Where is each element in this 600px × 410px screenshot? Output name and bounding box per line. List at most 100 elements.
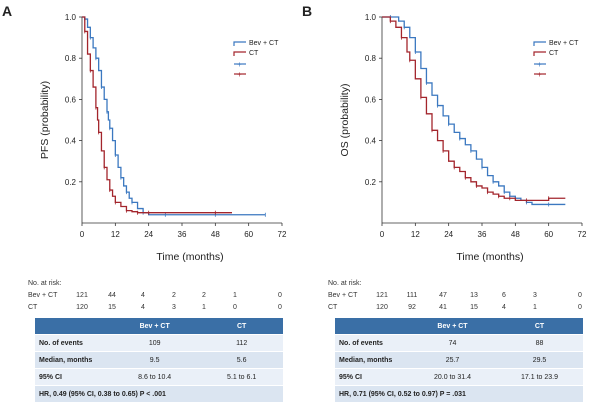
summary-row-label: No. of events bbox=[335, 334, 409, 352]
at-risk-count: 13 bbox=[470, 292, 478, 299]
at-risk-count: 4 bbox=[502, 304, 506, 311]
y-tick-label: 0.8 bbox=[365, 54, 377, 63]
at-risk-title: No. at risk: bbox=[328, 280, 362, 287]
panel-a: A 0 12 24 36 48 60 72 0.2 0.4 0.6 0.8 1.0 Time (mont… bbox=[2, 3, 298, 403]
summary-cell: 109 bbox=[109, 334, 201, 352]
x-tick-label: 24 bbox=[444, 230, 453, 239]
hazard-ratio: HR, 0.71 (95% CI, 0.52 to 0.97) P = .031 bbox=[335, 385, 583, 403]
at-risk-count: 4 bbox=[141, 304, 145, 311]
km-curve-bev-ct bbox=[82, 16, 266, 216]
at-risk-count: 6 bbox=[502, 292, 506, 299]
x-tick-label: 36 bbox=[178, 230, 187, 239]
legend-label: CT bbox=[549, 50, 559, 57]
summary-table: Bev + CT CT No. of events 74 88 Median, … bbox=[335, 318, 583, 403]
y-tick-label: 0.2 bbox=[365, 178, 377, 187]
summary-header-row: Bev + CT CT bbox=[35, 318, 283, 335]
summary-header: CT bbox=[496, 318, 583, 335]
at-risk-count: 3 bbox=[172, 304, 176, 311]
km-curve-bev-ct bbox=[382, 16, 566, 206]
at-risk-label: CT bbox=[28, 304, 38, 311]
km-curve-ct bbox=[82, 16, 232, 214]
at-risk-count: 0 bbox=[278, 304, 282, 311]
x-tick-label: 48 bbox=[511, 230, 520, 239]
legend-label: Bev + CT bbox=[549, 40, 579, 47]
at-risk-table: No. at risk: Bev + CT 121 111 47 13 6 3 … bbox=[328, 278, 598, 314]
at-risk-count: 111 bbox=[406, 292, 418, 299]
panel-label: A bbox=[2, 3, 13, 19]
at-risk-count: 2 bbox=[172, 292, 176, 299]
legend-label: Bev + CT bbox=[249, 40, 279, 47]
summary-cell: 20.0 to 31.4 bbox=[409, 368, 496, 386]
x-tick-label: 48 bbox=[211, 230, 220, 239]
summary-cell: 8.6 to 10.4 bbox=[109, 368, 201, 386]
at-risk-count: 15 bbox=[108, 304, 116, 311]
x-tick-label: 60 bbox=[244, 230, 253, 239]
summary-header-row: Bev + CT CT bbox=[335, 318, 583, 335]
summary-cell: 112 bbox=[200, 334, 283, 352]
summary-row-label: 95% CI bbox=[35, 368, 109, 386]
at-risk-count: 120 bbox=[376, 304, 388, 311]
at-risk-count: 44 bbox=[108, 292, 116, 299]
y-tick-label: 1.0 bbox=[365, 13, 377, 22]
at-risk-label: Bev + CT bbox=[28, 292, 58, 299]
at-risk-title: No. at risk: bbox=[28, 280, 62, 287]
summary-cell: 9.5 bbox=[109, 351, 201, 369]
y-axis-title: OS (probability) bbox=[339, 84, 351, 157]
at-risk-count: 3 bbox=[533, 292, 537, 299]
summary-row-label: No. of events bbox=[35, 334, 109, 352]
summary-row: 95% CI 8.6 to 10.4 5.1 to 6.1 bbox=[35, 368, 283, 386]
x-tick-label: 12 bbox=[111, 230, 120, 239]
legend-censor-mark: + bbox=[237, 60, 242, 69]
x-tick-label: 24 bbox=[144, 230, 153, 239]
summary-cell: 25.7 bbox=[409, 351, 496, 369]
x-tick-label: 36 bbox=[478, 230, 487, 239]
summary-row-label: Median, months bbox=[35, 351, 109, 369]
at-risk-count: 0 bbox=[233, 304, 237, 311]
at-risk-count: 4 bbox=[141, 292, 145, 299]
y-tick-label: 0.6 bbox=[365, 95, 377, 104]
legend-label: CT bbox=[249, 50, 259, 57]
at-risk-count: 121 bbox=[376, 292, 388, 299]
at-risk-table: No. at risk: Bev + CT 121 44 4 2 2 1 0 C… bbox=[28, 278, 298, 314]
y-tick-label: 1.0 bbox=[65, 13, 77, 22]
pfs-chart: 0 12 24 36 48 60 72 0.2 0.4 0.6 0.8 1.0 Time (months… bbox=[39, 13, 287, 263]
summary-cell: 5.1 to 6.1 bbox=[200, 368, 283, 386]
legend-swatch bbox=[533, 51, 546, 56]
summary-row: No. of events 109 112 bbox=[35, 334, 283, 352]
at-risk-count: 1 bbox=[202, 304, 206, 311]
at-risk-row-bev: Bev + CT 121 111 47 13 6 3 0 bbox=[328, 290, 598, 302]
summary-row: 95% CI 20.0 to 31.4 17.1 to 23.9 bbox=[335, 368, 583, 386]
at-risk-count: 2 bbox=[202, 292, 206, 299]
panel-label: B bbox=[302, 3, 313, 19]
at-risk-count: 121 bbox=[76, 292, 88, 299]
at-risk-count: 47 bbox=[439, 292, 447, 299]
summary-cell: 17.1 to 23.9 bbox=[496, 368, 583, 386]
x-tick-label: 0 bbox=[380, 230, 385, 239]
legend-swatch bbox=[533, 41, 546, 46]
y-tick-label: 0.4 bbox=[365, 137, 377, 146]
at-risk-count: 0 bbox=[578, 304, 582, 311]
summary-hr-row: HR, 0.71 (95% CI, 0.52 to 0.97) P = .031 bbox=[335, 385, 583, 403]
summary-row-label: 95% CI bbox=[335, 368, 409, 386]
summary-row: Median, months 9.5 5.6 bbox=[35, 351, 283, 369]
at-risk-count: 15 bbox=[470, 304, 478, 311]
legend-swatch bbox=[233, 51, 246, 56]
x-axis-title: Time (months) bbox=[156, 251, 223, 263]
os-chart: 0 12 24 36 48 60 72 0.2 0.4 0.6 0.8 1.0 Time (months… bbox=[339, 13, 587, 263]
at-risk-count: 1 bbox=[233, 292, 237, 299]
y-tick-label: 0.4 bbox=[65, 137, 77, 146]
legend-censor-mark: + bbox=[237, 70, 242, 79]
summary-cell: 74 bbox=[409, 334, 496, 352]
x-tick-label: 72 bbox=[278, 230, 287, 239]
y-tick-label: 0.2 bbox=[65, 178, 77, 187]
x-tick-label: 0 bbox=[80, 230, 85, 239]
legend-swatch bbox=[233, 41, 246, 46]
summary-cell: 29.5 bbox=[496, 351, 583, 369]
summary-row: Median, months 25.7 29.5 bbox=[335, 351, 583, 369]
y-tick-label: 0.8 bbox=[65, 54, 77, 63]
panel-b: B 0 12 24 36 48 60 72 0.2 0.4 0.6 0.8 1.0 Time (mont… bbox=[300, 0, 600, 410]
km-curve-ct bbox=[382, 16, 566, 201]
at-risk-count: 1 bbox=[533, 304, 537, 311]
summary-table: Bev + CT CT No. of events 109 112 Median… bbox=[35, 318, 283, 403]
at-risk-label: CT bbox=[328, 304, 338, 311]
